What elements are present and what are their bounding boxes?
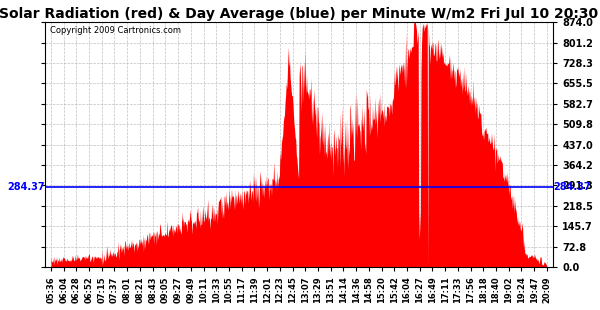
Text: 284.37: 284.37 <box>7 182 44 193</box>
Title: Solar Radiation (red) & Day Average (blue) per Minute W/m2 Fri Jul 10 20:30: Solar Radiation (red) & Day Average (blu… <box>0 7 598 21</box>
Text: Copyright 2009 Cartronics.com: Copyright 2009 Cartronics.com <box>50 26 181 35</box>
Text: 284.37: 284.37 <box>553 182 591 193</box>
